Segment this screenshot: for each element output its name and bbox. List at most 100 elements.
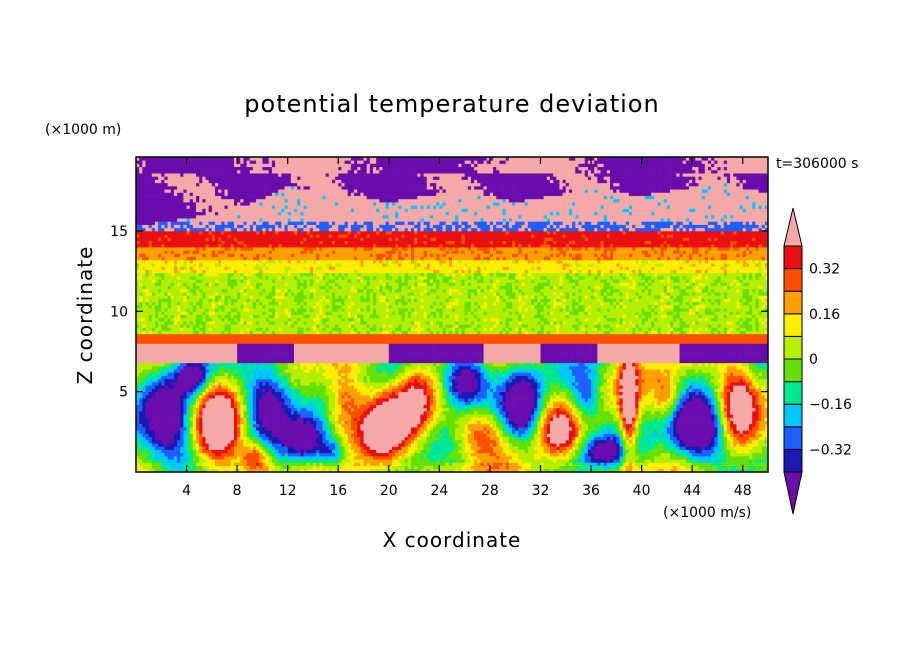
field-cell [319, 433, 323, 438]
field-cell [670, 455, 674, 460]
field-cell [647, 404, 652, 409]
field-cell [376, 468, 380, 472]
field-cell [224, 436, 229, 441]
field-cell [761, 398, 766, 402]
field-cell [271, 430, 276, 434]
field-cell [243, 439, 247, 444]
field-cell [170, 468, 175, 472]
field-cell [755, 436, 759, 441]
field-cell [284, 459, 289, 463]
field-cell [714, 436, 718, 441]
field-cell [218, 430, 222, 434]
field-cell [758, 401, 763, 405]
field-cell [401, 455, 405, 460]
field-cell [591, 420, 595, 425]
field-cell [312, 446, 317, 450]
field-cell [243, 449, 247, 454]
field-cell [515, 414, 519, 418]
field-cell [549, 410, 554, 415]
field-cell [452, 465, 456, 470]
field-cell [714, 410, 718, 415]
field-cell [761, 420, 766, 425]
field-cell [186, 398, 191, 402]
field-cell [268, 446, 273, 450]
field-cell [357, 436, 361, 441]
field-cell [303, 391, 308, 396]
field-cell [312, 465, 317, 470]
field-cell [271, 398, 276, 402]
field-cell [410, 436, 415, 441]
field-cell [644, 423, 649, 428]
field-cell [663, 417, 668, 421]
field-cell [603, 427, 608, 431]
field-cell [230, 414, 235, 418]
field-cell [720, 420, 725, 425]
field-cell [701, 430, 706, 434]
field-cell [211, 452, 216, 457]
field-cell [603, 433, 608, 438]
field-cell [591, 446, 595, 450]
field-cell [761, 459, 766, 463]
field-cell [452, 446, 456, 450]
field-cell [458, 410, 462, 415]
field-cell [233, 420, 238, 425]
field-cell [414, 407, 418, 412]
field-cell [316, 414, 320, 418]
field-cell [395, 443, 399, 447]
field-cell [562, 430, 567, 434]
field-cell [275, 459, 279, 463]
field-cell [388, 433, 393, 438]
field-cell [341, 452, 345, 457]
field-cell [309, 420, 314, 425]
field-cell [749, 459, 753, 463]
field-cell [745, 391, 750, 396]
field-cell [426, 459, 431, 463]
field-cell [647, 433, 652, 438]
field-cell [417, 439, 421, 444]
field-cell [458, 414, 462, 418]
field-cell [666, 468, 671, 472]
field-cell [294, 462, 298, 466]
field-cell [565, 420, 570, 425]
field-cell [271, 446, 276, 450]
field-cell [745, 420, 750, 425]
field-cell [180, 449, 184, 454]
field-cell [347, 462, 352, 466]
field-cell [196, 468, 200, 472]
field-cell [537, 401, 541, 405]
field-cell [502, 398, 507, 402]
field-cell [543, 459, 548, 463]
field-cell [407, 391, 412, 396]
field-cell [486, 391, 491, 396]
field-cell [619, 394, 624, 399]
field-cell [278, 407, 282, 412]
field-cell [407, 468, 412, 472]
field-cell [328, 465, 333, 470]
field-cell [410, 430, 415, 434]
field-cell [395, 414, 399, 418]
field-cell [180, 423, 184, 428]
field-cell [496, 420, 500, 425]
field-cell [139, 446, 143, 450]
field-cell [240, 459, 244, 463]
field-cell [319, 455, 323, 460]
field-cell [262, 433, 266, 438]
field-cell [695, 410, 699, 415]
field-cell [647, 459, 652, 463]
field-cell [546, 468, 551, 472]
field-cell [350, 430, 355, 434]
field-cell [445, 452, 450, 457]
field-cell [360, 446, 364, 450]
field-cell [461, 436, 466, 441]
field-cell [723, 443, 728, 447]
field-cell [543, 443, 548, 447]
field-cell [628, 394, 633, 399]
field-cell [660, 449, 665, 454]
field-cell [704, 391, 709, 396]
field-cell [290, 398, 295, 402]
field-cell [221, 459, 225, 463]
field-cell [537, 427, 541, 431]
field-cell [237, 391, 241, 396]
field-cell [145, 436, 150, 441]
field-cell [594, 394, 598, 399]
